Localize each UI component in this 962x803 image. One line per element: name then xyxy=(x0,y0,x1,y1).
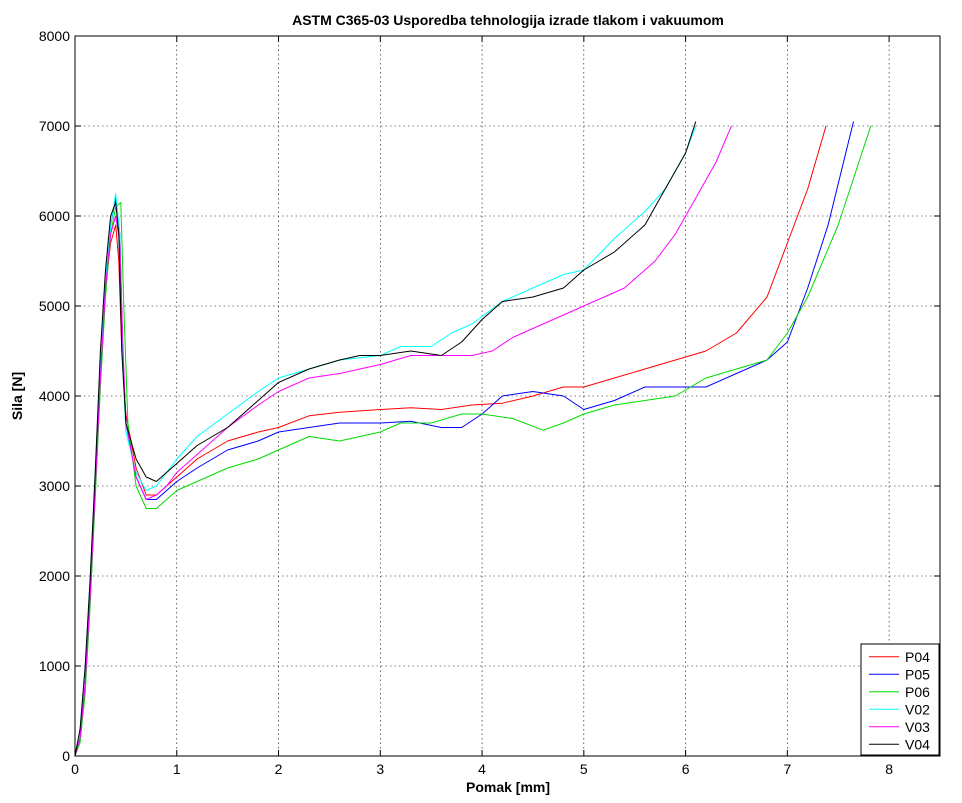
y-tick-label: 4000 xyxy=(39,388,70,404)
x-tick-label: 3 xyxy=(376,761,384,777)
y-tick-label: 5000 xyxy=(39,298,70,314)
y-tick-label: 2000 xyxy=(39,568,70,584)
x-tick-label: 2 xyxy=(275,761,283,777)
y-tick-label: 6000 xyxy=(39,208,70,224)
series-line-v03 xyxy=(74,125,732,757)
x-tick-label: 0 xyxy=(71,761,79,777)
x-tick-label: 6 xyxy=(682,761,690,777)
legend-label-v04: V04 xyxy=(905,736,930,752)
x-tick-label: 5 xyxy=(580,761,588,777)
x-tick-label: 7 xyxy=(783,761,791,777)
series-line-v02 xyxy=(74,125,697,757)
legend-label-p06: P06 xyxy=(905,684,930,700)
legend-box xyxy=(860,643,940,756)
y-tick-label: 7000 xyxy=(39,118,70,134)
chart-title: ASTM C365-03 Usporedba tehnologija izrad… xyxy=(292,12,724,28)
legend-label-v03: V03 xyxy=(905,719,930,735)
y-tick-label: 0 xyxy=(62,748,70,764)
series-line-v04 xyxy=(74,121,697,757)
axis-ticks: 0 1 2 3 4 5 6 7 8 0 1000 2000 3000 4000 5000 6000 7000 80… xyxy=(39,28,940,777)
y-axis-label: Sila [N] xyxy=(9,372,25,420)
grid-lines xyxy=(75,36,940,756)
x-tick-label: 4 xyxy=(478,761,486,777)
series-group xyxy=(74,121,872,757)
x-tick-label: 8 xyxy=(885,761,893,777)
y-tick-label: 1000 xyxy=(39,658,70,674)
legend-label-p04: P04 xyxy=(905,649,930,665)
legend-label-p05: P05 xyxy=(905,666,930,682)
legend-label-v02: V02 xyxy=(905,701,930,717)
x-tick-label: 1 xyxy=(173,761,181,777)
y-tick-label: 3000 xyxy=(39,478,70,494)
y-tick-label: 8000 xyxy=(39,28,70,44)
x-axis-label: Pomak [mm] xyxy=(466,779,550,795)
